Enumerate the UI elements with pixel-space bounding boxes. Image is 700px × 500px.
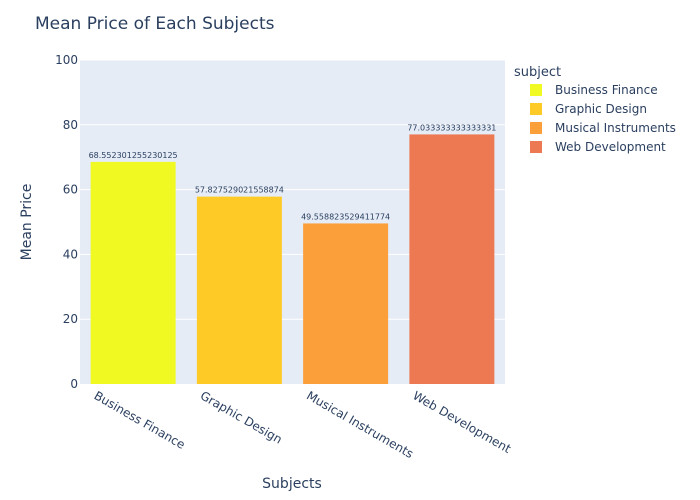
- y-axis-ticks: 0 20 40 60 80 100: [55, 53, 78, 391]
- bars: [90, 134, 495, 384]
- legend-item-label[interactable]: Business Finance: [555, 83, 658, 97]
- bar[interactable]: [303, 223, 389, 384]
- legend: subject Business Finance Graphic Design Mu…: [514, 65, 676, 154]
- legend-swatch[interactable]: [530, 122, 542, 134]
- x-axis-title: Subjects: [262, 476, 322, 492]
- y-tick-label: 100: [55, 53, 78, 67]
- data-labels: 68.552301255230125 57.827529021558874 49.5…: [89, 123, 497, 221]
- chart-title: Mean Price of Each Subjects: [35, 14, 275, 34]
- x-tick-label: Musical Instruments: [304, 388, 416, 461]
- y-tick-label: 40: [63, 247, 78, 261]
- data-label: 68.552301255230125: [89, 151, 178, 160]
- legend-item-label[interactable]: Web Development: [555, 140, 666, 154]
- bar[interactable]: [409, 134, 495, 384]
- y-tick-label: 20: [63, 312, 78, 326]
- legend-item-label[interactable]: Graphic Design: [555, 102, 647, 116]
- data-label: 57.827529021558874: [195, 186, 284, 195]
- bar[interactable]: [90, 161, 176, 384]
- y-tick-label: 0: [70, 377, 78, 391]
- data-label: 77.033333333333331: [407, 123, 496, 132]
- legend-item-label[interactable]: Musical Instruments: [555, 121, 676, 135]
- y-tick-label: 80: [63, 118, 78, 132]
- legend-swatch[interactable]: [530, 141, 542, 153]
- bar[interactable]: [196, 196, 282, 384]
- y-tick-label: 60: [63, 183, 78, 197]
- legend-title: subject: [514, 65, 561, 80]
- x-tick-label: Business Finance: [92, 388, 188, 451]
- legend-swatch[interactable]: [530, 103, 542, 115]
- data-label: 49.558823529411774: [301, 212, 390, 221]
- x-tick-label: Graphic Design: [198, 388, 285, 446]
- x-tick-label: Web Development: [410, 388, 513, 456]
- y-axis-title: Mean Price: [19, 184, 35, 261]
- legend-swatch[interactable]: [530, 84, 542, 96]
- x-axis-ticks: Business Finance Graphic Design Musical In…: [92, 388, 514, 461]
